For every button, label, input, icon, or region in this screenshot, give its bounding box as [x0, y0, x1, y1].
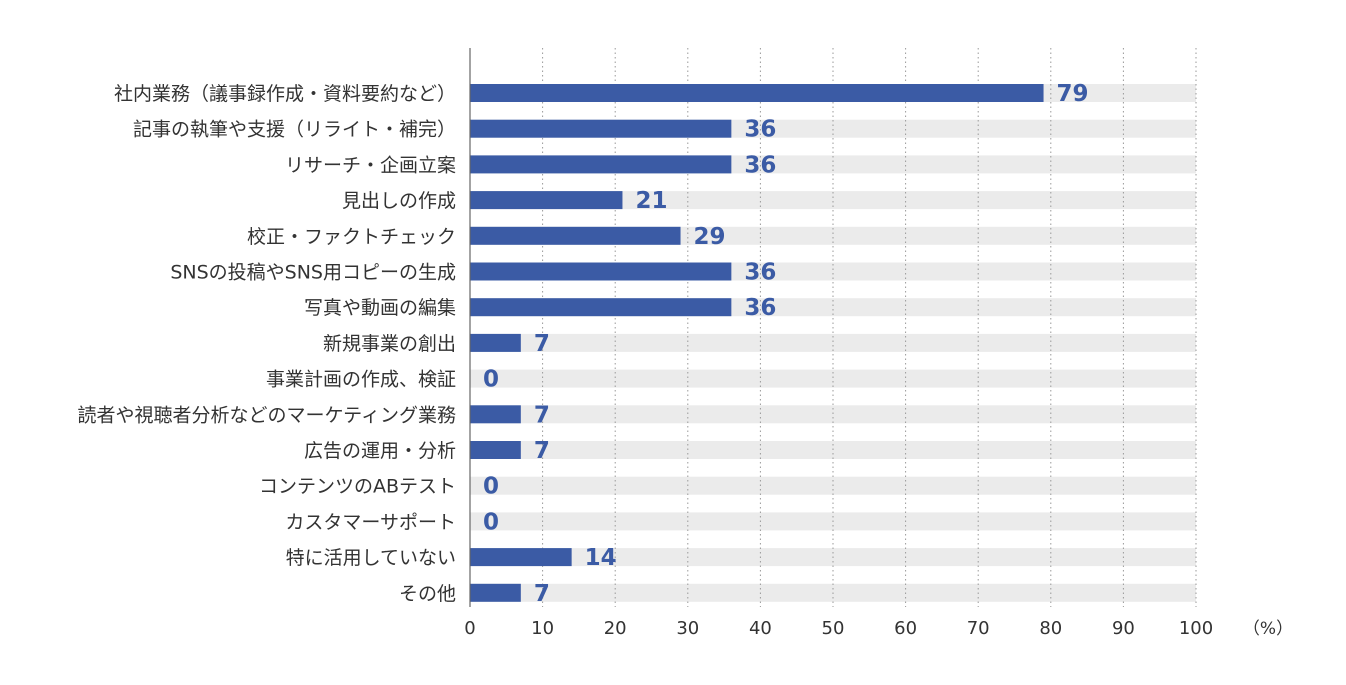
category-label-3: 見出しの作成	[342, 190, 456, 212]
bar-track-7	[470, 333, 1196, 352]
x-tick-label-10: 100	[1179, 618, 1213, 639]
value-label-1: 36	[744, 117, 776, 143]
category-label-14: その他	[399, 583, 456, 605]
value-label-4: 29	[694, 224, 726, 250]
category-label-8: 事業計画の作成、検証	[266, 369, 456, 391]
value-label-7: 7	[534, 331, 550, 357]
bar-1	[470, 119, 732, 138]
bar-0	[470, 84, 1044, 102]
bar-14	[470, 583, 521, 602]
bar-10	[470, 441, 521, 459]
x-tick-label-3: 30	[676, 618, 699, 639]
value-label-2: 36	[744, 152, 776, 178]
bar-3	[470, 191, 623, 210]
value-label-3: 21	[635, 188, 667, 214]
value-label-11: 0	[483, 474, 499, 500]
bar-track-3	[470, 191, 1196, 210]
value-label-12: 0	[483, 509, 499, 535]
x-tick-label-9: 90	[1112, 618, 1135, 639]
x-unit-label: （%）	[1243, 619, 1293, 639]
x-tick-label-0: 0	[464, 618, 475, 639]
x-tick-labels: 0 10 20 30 40 50 60 70 80 90 100	[464, 618, 1213, 639]
category-label-1: 記事の執筆や支援（リライト・補完）	[133, 119, 456, 141]
value-label-14: 7	[534, 581, 550, 607]
bar-4	[470, 226, 681, 245]
x-tick-label-1: 10	[531, 618, 554, 639]
value-label-10: 7	[534, 438, 550, 464]
value-label-9: 7	[534, 402, 550, 428]
x-tick-label-8: 80	[1039, 618, 1062, 639]
x-tick-label-6: 60	[894, 618, 917, 639]
bar-7	[470, 333, 521, 352]
x-tick-label-2: 20	[604, 618, 627, 639]
bar-track-9	[470, 405, 1196, 424]
value-label-8: 0	[483, 367, 499, 393]
category-label-6: 写真や動画の編集	[304, 297, 456, 319]
bar-13	[470, 548, 572, 567]
category-labels: 社内業務（議事録作成・資料要約など） 記事の執筆や支援（リライト・補完） リサーチ・…	[78, 83, 456, 605]
x-tick-label-4: 40	[749, 618, 772, 639]
value-label-5: 36	[744, 260, 776, 286]
category-label-11: コンテンツのABテスト	[259, 476, 456, 498]
x-tick-label-7: 70	[967, 618, 990, 639]
value-labels: 79 36 36 21 29 36 36 7 0 7 7 0 0 14 7	[483, 81, 1089, 607]
category-label-7: 新規事業の創出	[323, 333, 456, 355]
bar-2	[470, 155, 732, 174]
value-label-13: 14	[585, 545, 617, 571]
bar-track-8	[470, 369, 1196, 388]
category-label-2: リサーチ・企画立案	[285, 154, 456, 176]
vertical-gridlines	[542, 48, 1197, 607]
bar-6	[470, 298, 732, 317]
bar-5	[470, 262, 732, 281]
category-label-10: 広告の運用・分析	[304, 440, 456, 462]
x-tick-label-5: 50	[822, 618, 845, 639]
category-label-13: 特に活用していない	[286, 547, 456, 569]
category-label-0: 社内業務（議事録作成・資料要約など）	[114, 83, 456, 105]
category-label-5: SNSの投稿やSNS用コピーの生成	[170, 262, 456, 284]
category-label-9: 読者や視聴者分析などのマーケティング業務	[78, 404, 456, 426]
bar-9	[470, 405, 521, 424]
category-label-12: カスタマーサポート	[285, 511, 456, 533]
value-label-0: 79	[1057, 81, 1089, 107]
bars	[470, 84, 1044, 602]
value-label-6: 36	[744, 295, 776, 321]
category-label-4: 校正・ファクトチェック	[247, 226, 456, 248]
